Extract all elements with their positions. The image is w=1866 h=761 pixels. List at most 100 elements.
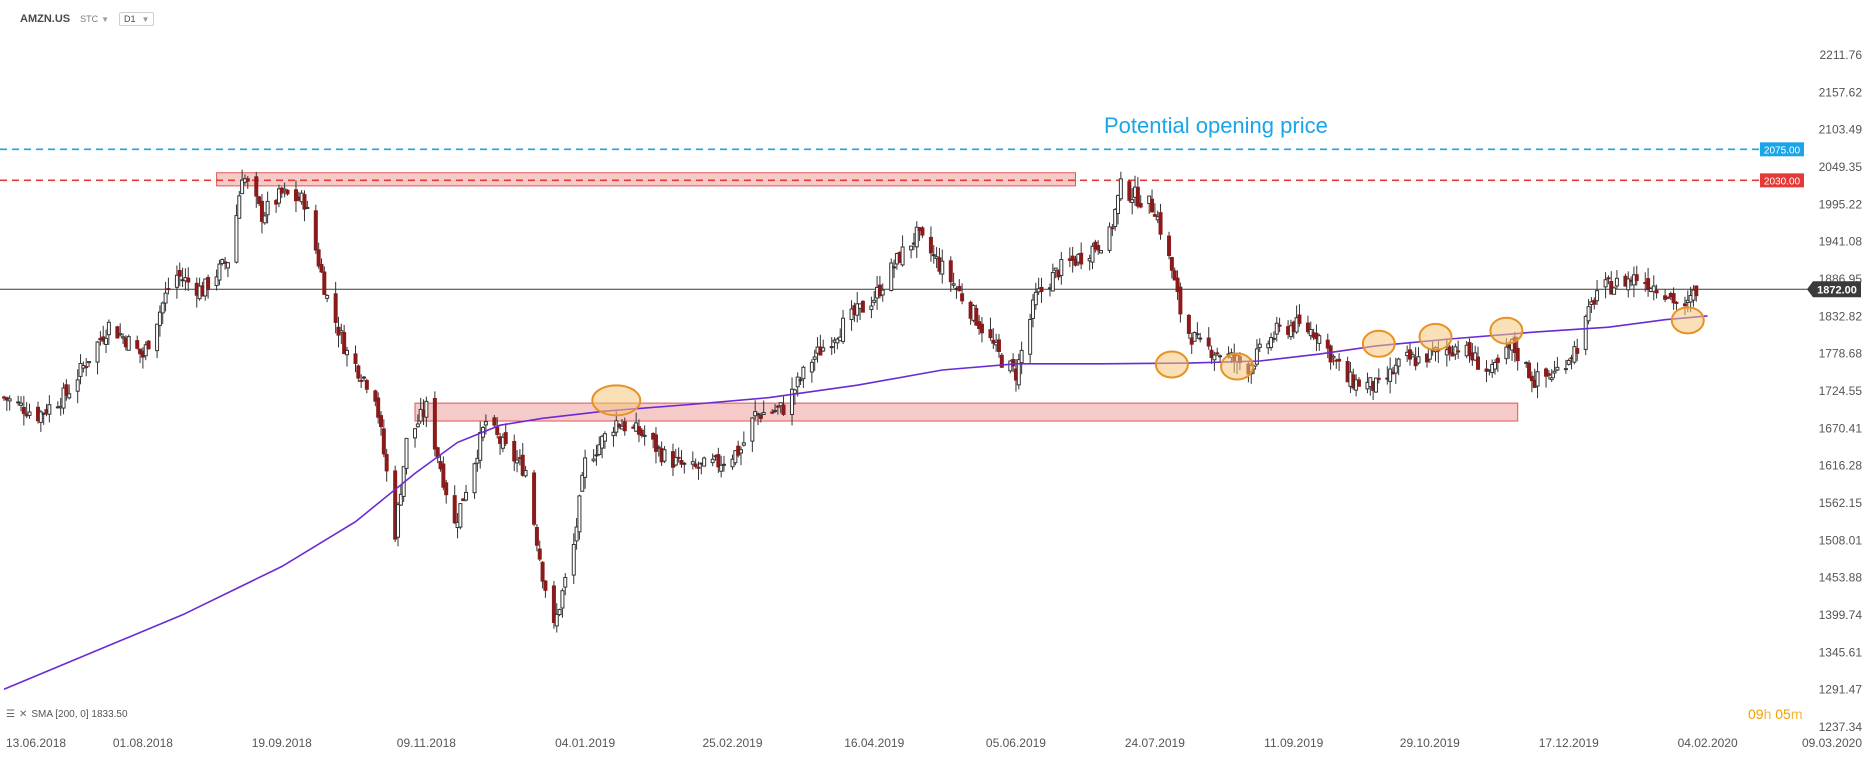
- candle-body: [1416, 356, 1421, 364]
- candle-body: [1218, 355, 1223, 358]
- candle-body: [580, 474, 585, 492]
- y-tick-label: 1778.68: [1819, 347, 1863, 361]
- candle-body: [1016, 359, 1021, 386]
- instrument-type-dropdown[interactable]: STC ▼: [80, 14, 109, 24]
- timeframe-dropdown[interactable]: D1 ▼: [119, 12, 155, 26]
- highlight-circle: [591, 384, 642, 417]
- candle-body: [1150, 198, 1155, 213]
- candle-body: [1198, 337, 1203, 340]
- x-tick-label: 04.02.2020: [1678, 736, 1738, 750]
- candle-body: [974, 307, 979, 326]
- candle-body: [611, 431, 616, 437]
- candle-body: [1396, 358, 1401, 367]
- candle-body: [1110, 227, 1115, 230]
- candle-body: [316, 249, 321, 267]
- candle-body: [996, 339, 1001, 352]
- candle-body: [126, 336, 131, 351]
- candle-body: [1028, 319, 1033, 355]
- highlight-circle: [1361, 329, 1396, 358]
- settings-icon[interactable]: ☰: [6, 709, 15, 720]
- candle-body: [1337, 358, 1342, 362]
- candle-body: [920, 227, 925, 236]
- candle-body: [653, 434, 658, 452]
- candle-body: [1019, 349, 1024, 364]
- candle-body: [64, 384, 69, 396]
- y-tick-label: 2157.62: [1819, 85, 1863, 99]
- candle-body: [693, 463, 698, 467]
- y-tick-label: 1832.82: [1819, 309, 1863, 323]
- candle-body: [305, 206, 310, 209]
- candle-body: [1529, 375, 1534, 382]
- candle-body: [733, 450, 738, 464]
- candle-body: [1606, 277, 1611, 280]
- candle-body: [940, 260, 945, 275]
- candle-body: [1544, 368, 1549, 377]
- timer-minutes: 05: [1775, 706, 1791, 722]
- candle-body: [750, 417, 755, 442]
- candle-body: [1277, 324, 1282, 327]
- x-tick-label: 16.04.2019: [844, 736, 904, 750]
- y-tick-label: 1399.74: [1819, 608, 1863, 622]
- candle-body: [1167, 235, 1172, 257]
- candle-body: [880, 289, 885, 296]
- y-tick-label: 2211.76: [1820, 48, 1863, 62]
- candle-body: [1447, 346, 1452, 354]
- candle-body: [259, 200, 264, 222]
- candle-body: [1549, 377, 1554, 381]
- candle-body: [237, 195, 242, 219]
- candle-body: [276, 188, 281, 204]
- candle-body: [41, 412, 46, 415]
- timer-hours-unit: h: [1763, 706, 1772, 722]
- candle-body: [1515, 347, 1520, 362]
- candle-body: [1473, 352, 1478, 361]
- candle-body: [1254, 348, 1259, 365]
- candle-body: [254, 176, 259, 197]
- y-tick-label: 1508.01: [1819, 533, 1863, 547]
- candle-body: [67, 393, 72, 399]
- candle-body: [265, 200, 270, 216]
- candle-timer: 09h 05m: [1748, 706, 1803, 722]
- candle-body: [234, 215, 239, 263]
- candle-body: [602, 433, 607, 442]
- annotation-potential-opening-price: Potential opening price: [1104, 113, 1328, 138]
- candles-layer: [2, 169, 1699, 633]
- candle-body: [495, 426, 500, 435]
- candle-body: [900, 246, 905, 266]
- candle-body: [1586, 306, 1591, 322]
- price-tag-text-1872.00: 1872.00: [1817, 284, 1857, 296]
- candle-body: [710, 458, 715, 464]
- candle-body: [642, 434, 647, 437]
- candle-body: [84, 366, 89, 369]
- candle-body: [118, 333, 123, 336]
- candle-body: [1410, 354, 1415, 358]
- candle-body: [160, 302, 165, 314]
- candle-body: [452, 495, 457, 524]
- x-tick-label: 25.02.2019: [702, 736, 762, 750]
- candle-body: [47, 404, 52, 415]
- price-tag-2030.00: [1760, 173, 1804, 188]
- candle-body: [262, 215, 267, 224]
- candle-body: [1079, 252, 1084, 265]
- candle-body: [217, 263, 222, 281]
- symbol-label[interactable]: AMZN.US: [20, 13, 71, 25]
- candle-body: [551, 585, 556, 624]
- candle-body: [682, 462, 687, 465]
- candle-body: [1356, 379, 1361, 387]
- candle-body: [991, 339, 996, 344]
- candle-body: [362, 376, 366, 379]
- candle-body: [1651, 285, 1656, 293]
- close-icon[interactable]: ✕: [18, 709, 28, 720]
- candle-body: [157, 311, 162, 326]
- candle-body: [1646, 278, 1651, 291]
- candle-body: [1096, 245, 1101, 251]
- candle-body: [1317, 335, 1322, 344]
- candle-body: [617, 423, 622, 428]
- candle-body: [798, 379, 803, 382]
- candle-body: [679, 460, 684, 465]
- candle-body: [1138, 202, 1143, 208]
- candle-body: [872, 299, 877, 303]
- candle-body: [1053, 267, 1058, 271]
- y-tick-label: 1345.61: [1819, 645, 1863, 659]
